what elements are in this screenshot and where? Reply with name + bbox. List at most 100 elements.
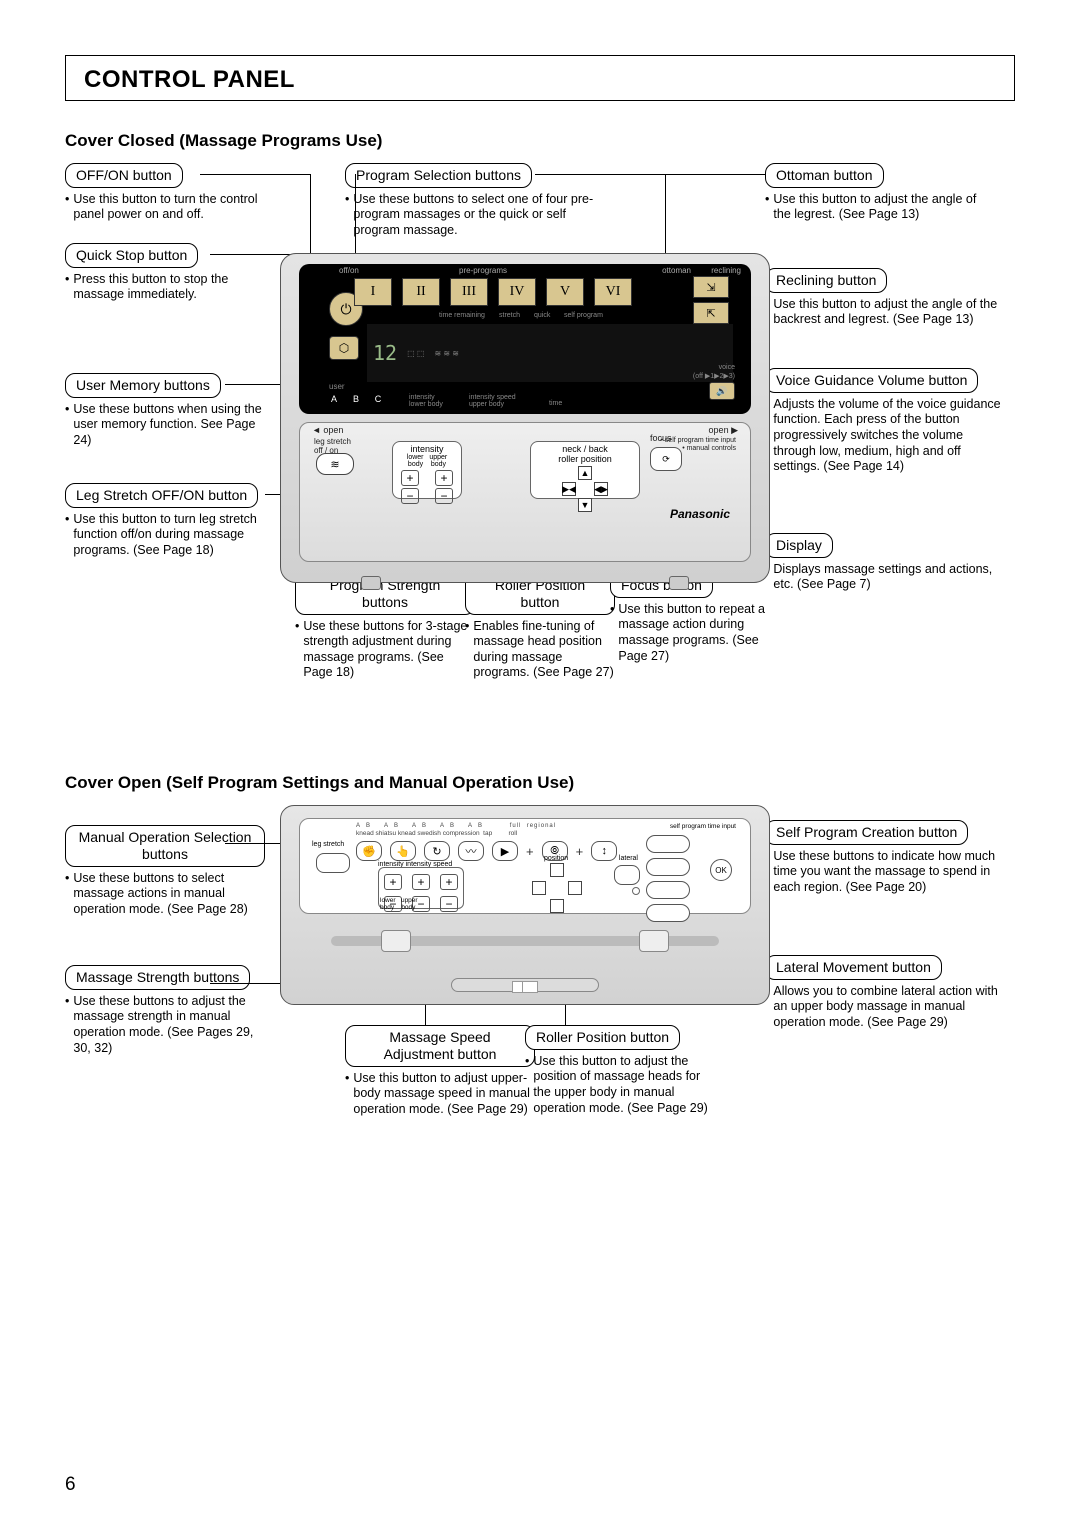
intensity-lower-plus[interactable]: + — [401, 470, 419, 486]
lbl-time: time — [549, 400, 562, 407]
lbl-lateral: lateral — [619, 855, 638, 862]
panel-lower-section: ◄ open open ▶ leg stretch off / on ≋ int… — [299, 422, 751, 562]
str-lower-plus[interactable]: + — [384, 874, 402, 890]
callout-reclining: Reclining button Use this button to adju… — [765, 268, 1005, 328]
lead — [535, 174, 765, 175]
program-1[interactable]: I — [354, 278, 392, 306]
brand-label: Panasonic — [670, 507, 730, 521]
roller2-right[interactable] — [568, 881, 582, 895]
callout-massage-strength: Massage Strength buttons Use these butto… — [65, 965, 265, 1056]
label-lateral: Lateral Movement button — [765, 955, 942, 980]
program-2[interactable]: II — [402, 278, 440, 306]
roller-dpad: ▲ ▼ ▶◀ ◀▶ — [562, 466, 608, 512]
desc-self-prog: Use these buttons to indicate how much t… — [765, 849, 1005, 896]
hinge-right — [669, 576, 689, 590]
reclining-button[interactable]: ⇱ — [693, 302, 729, 324]
callout-speed: Massage Speed Adjustment button Use this… — [345, 1025, 535, 1117]
page-title: CONTROL PANEL — [84, 66, 996, 94]
desc-quick-stop: Press this button to stop the massage im… — [65, 272, 265, 303]
speed-minus[interactable]: − — [440, 896, 458, 912]
roller-up[interactable]: ▲ — [578, 466, 592, 480]
lbl-position: position — [544, 855, 568, 862]
mo-knead2[interactable]: ↻ — [424, 841, 450, 861]
label-off-on: OFF/ON button — [65, 163, 183, 188]
str-upper-plus[interactable]: + — [412, 874, 430, 890]
lbl-otto: ottoman — [662, 266, 691, 275]
label-speed: Massage Speed Adjustment button — [345, 1025, 535, 1067]
diagram-cover-closed: OFF/ON button Use this button to turn th… — [65, 163, 1015, 743]
lbl-preprograms: pre-programs — [459, 266, 507, 275]
callout-roller2: Roller Position button Use this button t… — [525, 1025, 715, 1116]
ottoman-button[interactable]: ⇲ — [693, 276, 729, 298]
sp-back[interactable] — [646, 858, 690, 876]
lbl-lower-upper: lower upper body body — [393, 454, 461, 468]
label-roller2: Roller Position button — [525, 1025, 680, 1050]
roller-dpad-2 — [532, 863, 582, 913]
lbl-voice-seq: (off ▶1▶2▶3) — [693, 372, 735, 380]
callout-focus: Focus button Use this button to repeat a… — [610, 573, 780, 664]
desc-leg-stretch: Use this button to turn leg stretch func… — [65, 512, 275, 559]
speed-plus[interactable]: + — [440, 874, 458, 890]
intensity-lower-minus[interactable]: − — [401, 488, 419, 504]
sp-lowerback[interactable] — [646, 881, 690, 899]
desc-off-on: Use this button to turn the control pane… — [65, 192, 265, 223]
lbl-int-upper: intensity speed upper body — [469, 394, 516, 408]
ok-button[interactable]: OK — [710, 859, 732, 881]
indicator-dot — [632, 887, 640, 895]
section1-heading: Cover Closed (Massage Programs Use) — [65, 131, 1015, 151]
cover-tab-l — [381, 930, 411, 952]
callout-off-on: OFF/ON button Use this button to turn th… — [65, 163, 265, 223]
callout-prog-strength: Program Strength buttons Use these butto… — [295, 573, 475, 681]
callout-ottoman: Ottoman button Use this button to adjust… — [765, 163, 995, 223]
desc-massage-strength: Use these buttons to adjust the massage … — [65, 994, 265, 1057]
self-program-col — [646, 835, 690, 922]
title-box: CONTROL PANEL — [65, 55, 1015, 101]
lbl-stretch: stretch — [499, 312, 520, 319]
panel-display-area: off/on pre-programs ottoman reclining ⏻ … — [299, 264, 751, 414]
user-memory-a[interactable]: A — [325, 392, 343, 406]
label-self-prog: Self Program Creation button — [765, 820, 968, 845]
intensity-upper-plus[interactable]: + — [435, 470, 453, 486]
program-6[interactable]: VI — [594, 278, 632, 306]
lbl-lu2: lower upper body body — [380, 897, 418, 911]
mo-shiatsu[interactable]: 👆 — [390, 841, 416, 861]
lateral-button[interactable] — [614, 865, 640, 885]
control-panel-open: A B A B A B A B A B full regional knead … — [280, 805, 770, 1005]
lbl-leg2: leg stretch — [312, 841, 344, 848]
roller2-down[interactable] — [550, 899, 564, 913]
callout-leg-stretch: Leg Stretch OFF/ON button Use this butto… — [65, 483, 275, 559]
desc-speed: Use this button to adjust upper-body mas… — [345, 1071, 535, 1118]
callout-lateral: Lateral Movement button Allows you to co… — [765, 955, 1005, 1031]
user-memory-b[interactable]: B — [347, 392, 365, 406]
manual-op-row: ✊ 👆 ↻ 〰 ▶ + ⦾ + ↕ — [356, 841, 617, 861]
quick-stop-button[interactable]: ⬡ — [329, 336, 359, 360]
program-3[interactable]: III — [450, 278, 488, 306]
diagram-cover-open: Manual Operation Selection buttons Use t… — [65, 805, 1015, 1205]
mo-roll[interactable]: ↕ — [591, 841, 617, 861]
sp-neck[interactable] — [646, 835, 690, 853]
roller2-up[interactable] — [550, 863, 564, 877]
roller-in[interactable]: ◀▶ — [594, 482, 608, 496]
program-5[interactable]: V — [546, 278, 584, 306]
roller2-left[interactable] — [532, 881, 546, 895]
voice-button[interactable]: 🔊 — [709, 382, 735, 400]
program-row: I II III IV V VI — [354, 278, 731, 306]
roller-out[interactable]: ▶◀ — [562, 482, 576, 496]
callout-display: Display Displays massage settings and ac… — [765, 533, 1005, 593]
desc-lateral: Allows you to combine lateral action wit… — [765, 984, 1005, 1031]
callout-self-prog: Self Program Creation button Use these b… — [765, 820, 1005, 896]
intensity-upper-minus[interactable]: − — [435, 488, 453, 504]
leg-stretch-button-2[interactable] — [316, 853, 350, 873]
mo-compression[interactable]: ▶ — [492, 841, 518, 861]
program-4[interactable]: IV — [498, 278, 536, 306]
user-memory-c[interactable]: C — [369, 392, 387, 406]
mo-knead[interactable]: ✊ — [356, 841, 382, 861]
mo-swedish[interactable]: 〰 — [458, 841, 484, 861]
roller-down[interactable]: ▼ — [578, 498, 592, 512]
lbl-neck-back: neck / back roller position — [531, 444, 639, 464]
plus-icon: + — [576, 844, 584, 859]
focus-button[interactable]: ⟳ — [650, 447, 682, 471]
sp-lowerbody[interactable] — [646, 904, 690, 922]
desc-program-selection: Use these buttons to select one of four … — [345, 192, 595, 239]
leg-stretch-button[interactable]: ≋ — [316, 453, 354, 475]
